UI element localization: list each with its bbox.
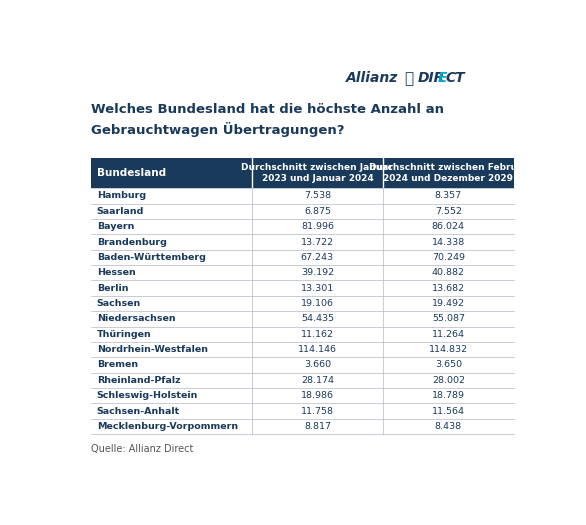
FancyBboxPatch shape <box>91 158 514 188</box>
Text: 19.106: 19.106 <box>301 299 334 308</box>
Text: 39.192: 39.192 <box>301 268 334 277</box>
FancyBboxPatch shape <box>91 219 514 234</box>
Text: 8.817: 8.817 <box>304 422 331 431</box>
Text: 13.682: 13.682 <box>432 284 465 292</box>
FancyBboxPatch shape <box>91 296 514 311</box>
Text: Mecklenburg-Vorpommern: Mecklenburg-Vorpommern <box>97 422 238 431</box>
Text: Bayern: Bayern <box>97 222 134 231</box>
Text: 7.538: 7.538 <box>304 192 331 201</box>
Text: 8.357: 8.357 <box>435 192 462 201</box>
Text: Saarland: Saarland <box>97 207 144 216</box>
Text: Rheinland-Pfalz: Rheinland-Pfalz <box>97 376 180 385</box>
Text: 40.882: 40.882 <box>432 268 465 277</box>
Text: 86.024: 86.024 <box>432 222 465 231</box>
FancyBboxPatch shape <box>91 358 514 373</box>
Text: Berlin: Berlin <box>97 284 128 292</box>
Text: Ⓜ: Ⓜ <box>404 71 413 86</box>
Text: DIR: DIR <box>417 71 445 86</box>
FancyBboxPatch shape <box>91 204 514 219</box>
Text: 114.832: 114.832 <box>429 345 468 354</box>
Text: Schleswig-Holstein: Schleswig-Holstein <box>97 391 198 400</box>
FancyBboxPatch shape <box>91 280 514 296</box>
Text: 11.564: 11.564 <box>432 406 465 416</box>
Text: Bremen: Bremen <box>97 361 138 370</box>
Text: 18.789: 18.789 <box>432 391 465 400</box>
Text: CT: CT <box>445 71 465 86</box>
FancyBboxPatch shape <box>91 419 514 434</box>
Text: 70.249: 70.249 <box>432 253 465 262</box>
Text: 3.660: 3.660 <box>304 361 331 370</box>
Text: 54.435: 54.435 <box>301 314 334 323</box>
Text: 11.162: 11.162 <box>301 330 334 339</box>
Text: 114.146: 114.146 <box>298 345 337 354</box>
Text: 3.650: 3.650 <box>435 361 462 370</box>
Text: Niedersachsen: Niedersachsen <box>97 314 175 323</box>
Text: Nordrhein-Westfalen: Nordrhein-Westfalen <box>97 345 208 354</box>
FancyBboxPatch shape <box>91 311 514 327</box>
FancyBboxPatch shape <box>91 234 514 250</box>
Text: 8.438: 8.438 <box>435 422 462 431</box>
Text: 55.087: 55.087 <box>432 314 465 323</box>
FancyBboxPatch shape <box>91 188 514 204</box>
Text: 13.722: 13.722 <box>301 238 334 247</box>
Text: Welches Bundesland hat die höchste Anzahl an
Gebrauchtwagen Übertragungen?: Welches Bundesland hat die höchste Anzah… <box>91 103 444 138</box>
Text: Thüringen: Thüringen <box>97 330 152 339</box>
Text: 7.552: 7.552 <box>435 207 462 216</box>
Text: Bundesland: Bundesland <box>97 168 166 178</box>
Text: 28.002: 28.002 <box>432 376 465 385</box>
Text: Hamburg: Hamburg <box>97 192 146 201</box>
FancyBboxPatch shape <box>91 403 514 419</box>
Text: Allianz: Allianz <box>346 71 398 86</box>
Text: Sachsen: Sachsen <box>97 299 141 308</box>
FancyBboxPatch shape <box>91 250 514 265</box>
Text: Brandenburg: Brandenburg <box>97 238 167 247</box>
FancyBboxPatch shape <box>91 342 514 358</box>
Text: 67.243: 67.243 <box>301 253 334 262</box>
Text: 81.996: 81.996 <box>301 222 334 231</box>
Text: Sachsen-Anhalt: Sachsen-Anhalt <box>97 406 180 416</box>
Text: 18.986: 18.986 <box>301 391 334 400</box>
Text: 28.174: 28.174 <box>301 376 334 385</box>
Text: 13.301: 13.301 <box>301 284 334 292</box>
Text: 11.264: 11.264 <box>432 330 465 339</box>
Text: 6.875: 6.875 <box>304 207 331 216</box>
FancyBboxPatch shape <box>91 373 514 388</box>
Text: Durchschnitt zwischen Januar
2023 und Januar 2024: Durchschnitt zwischen Januar 2023 und Ja… <box>241 163 393 183</box>
FancyBboxPatch shape <box>91 388 514 403</box>
Text: 19.492: 19.492 <box>432 299 465 308</box>
Text: Durchschnitt zwischen Februar
2024 und Dezember 2029: Durchschnitt zwischen Februar 2024 und D… <box>369 163 527 183</box>
Text: 11.758: 11.758 <box>301 406 334 416</box>
FancyBboxPatch shape <box>91 327 514 342</box>
Text: E: E <box>438 71 447 86</box>
Text: Baden-Württemberg: Baden-Württemberg <box>97 253 206 262</box>
Text: Quelle: Allianz Direct: Quelle: Allianz Direct <box>91 444 194 454</box>
Text: Hessen: Hessen <box>97 268 135 277</box>
Text: 14.338: 14.338 <box>432 238 465 247</box>
FancyBboxPatch shape <box>91 265 514 280</box>
